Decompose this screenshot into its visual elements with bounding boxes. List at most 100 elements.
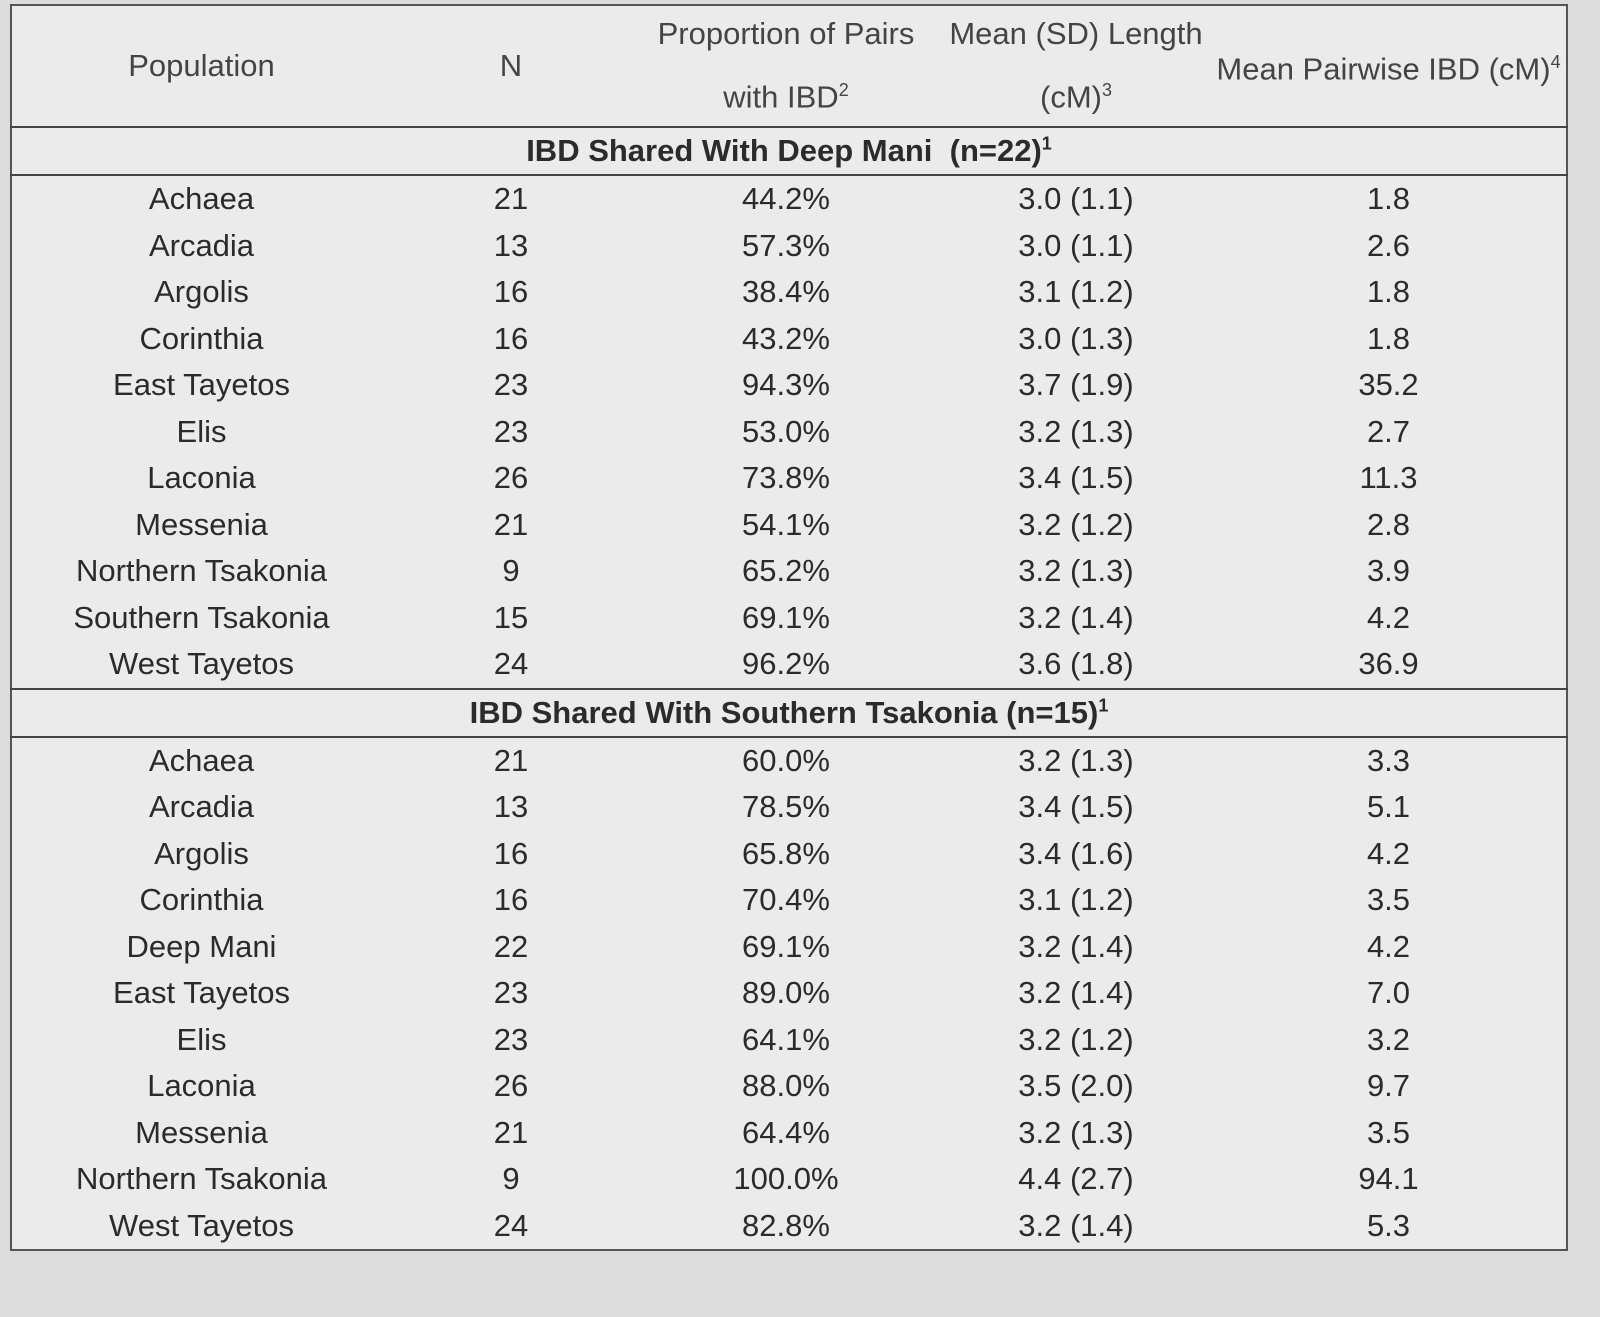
cell: 1.8 xyxy=(1366,320,1411,356)
cell: 9 xyxy=(502,1161,520,1197)
cell: 65.8% xyxy=(742,835,830,871)
cell: 3.0 (1.3) xyxy=(1018,320,1134,356)
cell: Arcadia xyxy=(148,227,255,263)
cell: 3.6 (1.8) xyxy=(1018,646,1134,682)
cell: Laconia xyxy=(147,1068,256,1104)
cell: 2.8 xyxy=(1366,506,1411,542)
data-row: East Tayetos 23 89.0% 3.2 (1.4) 7.0 xyxy=(11,970,1567,1017)
data-row: Laconia 26 88.0% 3.5 (2.0) 9.7 xyxy=(11,1063,1567,1110)
cell: 21 xyxy=(493,1114,529,1150)
cell: 22 xyxy=(493,928,529,964)
cell: 35.2 xyxy=(1358,367,1419,403)
cell: 3.1 (1.2) xyxy=(1018,882,1134,918)
cell: 57.3% xyxy=(742,227,830,263)
cell: 3.2 (1.3) xyxy=(1018,413,1134,449)
section-row: IBD Shared With Deep Mani (n=22)1 xyxy=(11,126,1567,176)
cell: 16 xyxy=(493,320,529,356)
cell: 69.1% xyxy=(742,599,830,635)
cell: 5.3 xyxy=(1366,1207,1411,1243)
cell: 3.2 (1.4) xyxy=(1018,1207,1134,1243)
cell: 21 xyxy=(493,181,529,217)
footnote-mark: 2 xyxy=(838,80,849,101)
cell: 3.4 (1.6) xyxy=(1018,835,1134,871)
cell: 16 xyxy=(493,882,529,918)
cell: West Tayetos xyxy=(109,1207,294,1243)
cell: 3.2 (1.2) xyxy=(1018,506,1134,542)
cell: 3.5 xyxy=(1366,1114,1411,1150)
cell: 3.4 (1.5) xyxy=(1018,789,1134,825)
cell: 23 xyxy=(493,413,529,449)
cell: 23 xyxy=(493,367,529,403)
data-row: Messenia 21 54.1% 3.2 (1.2) 2.8 xyxy=(11,502,1567,549)
cell: 73.8% xyxy=(742,460,830,496)
data-row: Arcadia 13 57.3% 3.0 (1.1) 2.6 xyxy=(11,223,1567,270)
cell: 3.9 xyxy=(1366,553,1411,589)
data-row: Argolis 16 65.8% 3.4 (1.6) 4.2 xyxy=(11,831,1567,878)
cell: Corinthia xyxy=(139,320,264,356)
cell: 2.6 xyxy=(1366,227,1411,263)
cell: Achaea xyxy=(148,742,255,778)
data-row: Elis 23 53.0% 3.2 (1.3) 2.7 xyxy=(11,409,1567,456)
cell: 3.2 (1.3) xyxy=(1018,553,1134,589)
cell: 9.7 xyxy=(1366,1068,1411,1104)
ibd-table: Population N Proportion of Pairs with IBD2… xyxy=(10,4,1568,1251)
cell: 15 xyxy=(493,599,529,635)
cell: 3.2 (1.3) xyxy=(1018,742,1134,778)
cell: 13 xyxy=(493,789,529,825)
cell: 23 xyxy=(493,1021,529,1057)
cell: 21 xyxy=(493,506,529,542)
footnote-mark: 4 xyxy=(1550,52,1561,73)
header-text: Population xyxy=(128,48,275,83)
data-row: West Tayetos 24 82.8% 3.2 (1.4) 5.3 xyxy=(11,1203,1567,1251)
data-row: East Tayetos 23 94.3% 3.7 (1.9) 35.2 xyxy=(11,362,1567,409)
cell: 88.0% xyxy=(742,1068,830,1104)
cell: Messenia xyxy=(135,506,268,542)
column-header: Population xyxy=(11,5,391,128)
cell: 21 xyxy=(493,742,529,778)
section-title-text: IBD Shared With Southern Tsakonia (n=15) xyxy=(469,694,1099,730)
data-row: Southern Tsakonia 15 69.1% 3.2 (1.4) 4.2 xyxy=(11,595,1567,642)
cell: 3.2 (1.2) xyxy=(1018,1021,1134,1057)
cell: 3.2 (1.4) xyxy=(1018,928,1134,964)
cell: Argolis xyxy=(154,274,249,310)
cell: East Tayetos xyxy=(113,367,290,403)
cell: 3.2 (1.4) xyxy=(1018,975,1134,1011)
data-row: Laconia 26 73.8% 3.4 (1.5) 11.3 xyxy=(11,455,1567,502)
section-title: IBD Shared With Southern Tsakonia (n=15)… xyxy=(11,687,1567,738)
cell: 94.1 xyxy=(1358,1161,1419,1197)
column-header: Mean Pairwise IBD (cM)4 xyxy=(1211,5,1567,128)
cell: 3.1 (1.2) xyxy=(1018,274,1134,310)
cell: 64.1% xyxy=(742,1021,830,1057)
cell: 96.2% xyxy=(742,646,830,682)
cell: Northern Tsakonia xyxy=(75,553,327,589)
cell: 3.4 (1.5) xyxy=(1018,460,1134,496)
header-text: Mean (SD) Length (cM) xyxy=(949,16,1203,115)
cell: Deep Mani xyxy=(126,928,277,964)
table-wrap: Population N Proportion of Pairs with IBD2… xyxy=(10,4,1568,1251)
cell: 43.2% xyxy=(742,320,830,356)
data-row: Achaea 21 60.0% 3.2 (1.3) 3.3 xyxy=(11,737,1567,785)
section-title: IBD Shared With Deep Mani (n=22)1 xyxy=(11,126,1567,176)
header-text: Mean Pairwise IBD (cM) xyxy=(1216,51,1551,87)
table-body: IBD Shared With Deep Mani (n=22)1 Achaea 2… xyxy=(11,126,1567,1251)
cell: 53.0% xyxy=(742,413,830,449)
cell: 82.8% xyxy=(742,1207,830,1243)
cell: 60.0% xyxy=(742,742,830,778)
data-row: Messenia 21 64.4% 3.2 (1.3) 3.5 xyxy=(11,1110,1567,1157)
cell: 4.2 xyxy=(1366,835,1411,871)
cell: Argolis xyxy=(154,835,249,871)
cell: 54.1% xyxy=(742,506,830,542)
cell: 44.2% xyxy=(742,181,830,217)
cell: Southern Tsakonia xyxy=(73,599,330,635)
cell: 94.3% xyxy=(742,367,830,403)
cell: 4.2 xyxy=(1366,599,1411,635)
column-header: Mean (SD) Length (cM)3 xyxy=(941,5,1211,128)
cell: 16 xyxy=(493,274,529,310)
cell: 89.0% xyxy=(742,975,830,1011)
cell: 3.2 (1.3) xyxy=(1018,1114,1134,1150)
header-text: Proportion of Pairs with IBD xyxy=(657,16,915,115)
cell: West Tayetos xyxy=(109,646,294,682)
cell: Arcadia xyxy=(148,789,255,825)
cell: Elis xyxy=(176,413,227,449)
